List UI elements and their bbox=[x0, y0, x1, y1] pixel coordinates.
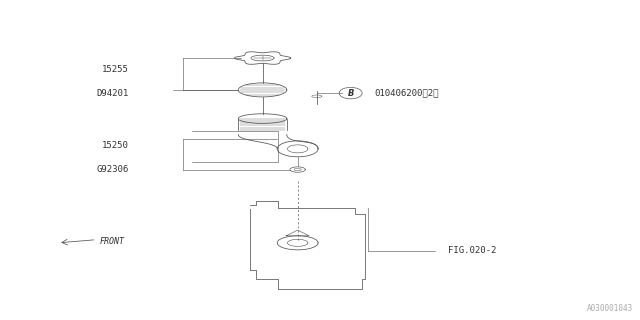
Text: G92306: G92306 bbox=[96, 165, 129, 174]
Text: 15250: 15250 bbox=[102, 141, 129, 150]
Text: B: B bbox=[348, 89, 354, 98]
Text: A030001043: A030001043 bbox=[587, 304, 633, 313]
Text: 010406200（2）: 010406200（2） bbox=[374, 89, 439, 98]
Text: FRONT: FRONT bbox=[100, 237, 125, 246]
Text: FIG.020-2: FIG.020-2 bbox=[448, 246, 496, 255]
Text: D94201: D94201 bbox=[96, 89, 129, 98]
Text: 15255: 15255 bbox=[102, 65, 129, 74]
